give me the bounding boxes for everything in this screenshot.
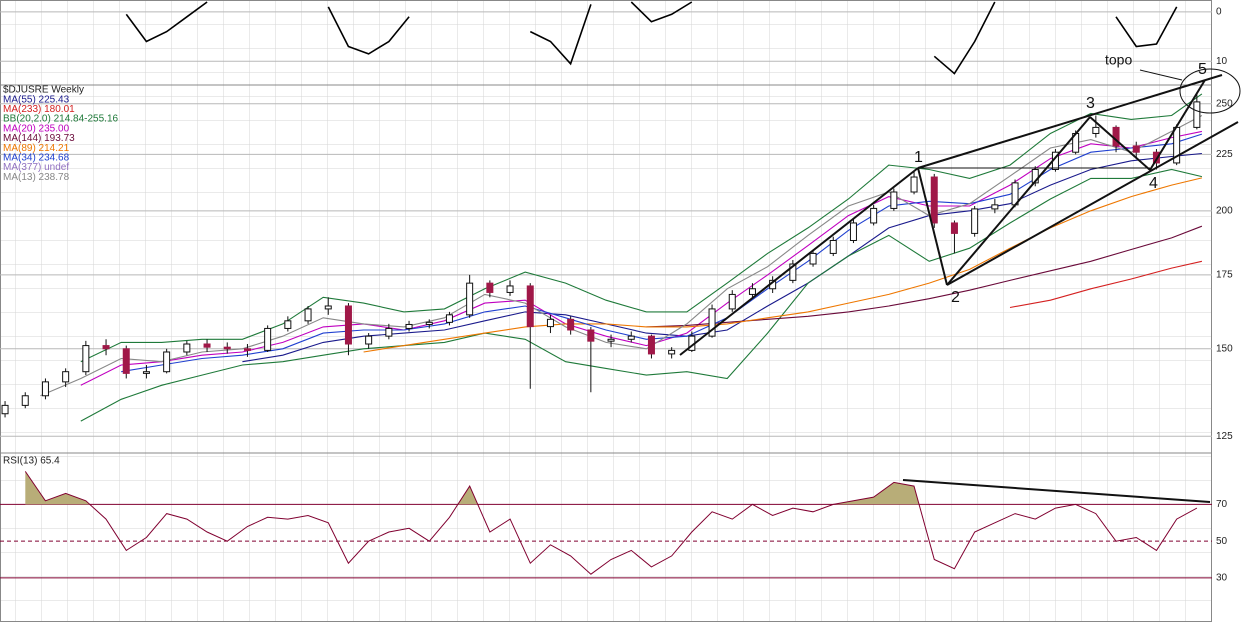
- candle-body: [466, 282, 474, 316]
- moving-average-line: [363, 177, 1203, 353]
- candle-body: [304, 308, 312, 322]
- candle-body: [607, 338, 615, 342]
- legend-entry: MA(144) 193.73: [3, 133, 75, 144]
- chart-title: $DJUSRE Weekly: [3, 85, 84, 96]
- candle-body: [930, 176, 938, 224]
- candle-body: [1092, 126, 1100, 134]
- y-tick-label: 225: [1216, 149, 1233, 160]
- candle-body: [546, 318, 554, 328]
- candle-body: [567, 318, 575, 331]
- candle-body: [971, 208, 979, 234]
- candle-body: [849, 222, 857, 241]
- candle-body: [627, 335, 635, 340]
- candle-body: [1, 404, 9, 415]
- y-tick-label: 30: [1216, 573, 1228, 584]
- candle-body: [284, 320, 292, 329]
- candle-body: [82, 345, 90, 373]
- candle-body: [405, 323, 413, 329]
- candle-body: [910, 176, 918, 193]
- wave-label: 4: [1149, 175, 1158, 192]
- candle-body: [809, 252, 817, 265]
- candle-body: [668, 349, 676, 355]
- legend-entry: MA(233) 180.01: [3, 104, 75, 115]
- candle-body: [890, 191, 898, 209]
- annotation-text: topo: [1105, 52, 1132, 68]
- wave-label: 2: [951, 289, 960, 306]
- candle-body: [425, 321, 433, 325]
- moving-average-line: [40, 115, 1203, 397]
- rsi-line: [24, 471, 1198, 575]
- moving-average-line: [121, 133, 1203, 373]
- moving-average-line: [242, 152, 1202, 363]
- wave-label: 5: [1198, 61, 1207, 78]
- candle-body: [163, 351, 171, 373]
- candle-body: [870, 207, 878, 224]
- candle-body: [748, 288, 756, 295]
- wave-label: 3: [1086, 95, 1095, 112]
- y-tick-label: 175: [1216, 269, 1233, 280]
- legend-entry: MA(89) 214.21: [3, 143, 70, 154]
- candle-body: [183, 343, 191, 353]
- legend-entry: MA(377) undef: [3, 162, 69, 173]
- candle-body: [587, 329, 595, 342]
- candle-body: [486, 282, 494, 293]
- candle-body: [344, 305, 352, 345]
- rsi-title: RSI(13) 65.4: [3, 456, 60, 467]
- candle-body: [526, 285, 534, 328]
- legend-entry: MA(13) 238.78: [3, 172, 70, 183]
- candle-body: [728, 293, 736, 310]
- y-tick-label: 150: [1216, 343, 1233, 354]
- annotations: 1 2 3 4 5 topo: [914, 52, 1207, 307]
- candle-body: [647, 335, 655, 355]
- legend-entry: MA(20) 235.00: [3, 123, 70, 134]
- y-tick-label: 10: [1216, 56, 1228, 67]
- candle-body: [829, 239, 837, 254]
- candle-body: [243, 348, 251, 351]
- oscillator-line: [125, 1, 1178, 75]
- background-grid: [0, 0, 1212, 622]
- candle-body: [21, 395, 29, 406]
- candle-body: [365, 335, 373, 345]
- candle-body: [1132, 145, 1140, 153]
- candle-body: [789, 263, 797, 281]
- legend-entry: BB(20,2.0) 214.84-255.16: [3, 114, 119, 125]
- candle-body: [223, 346, 231, 350]
- wave-label: 1: [914, 149, 923, 166]
- candle-body: [324, 305, 332, 310]
- candle-body: [950, 222, 958, 234]
- candle-body: [708, 308, 716, 337]
- y-tick-label: 50: [1216, 536, 1228, 547]
- candle-body: [991, 204, 999, 210]
- moving-average-line: [646, 225, 1203, 328]
- y-tick-label: 0: [1216, 7, 1222, 18]
- y-tick-label: 70: [1216, 499, 1228, 510]
- candle-body: [1193, 101, 1201, 128]
- y-tick-label: 250: [1216, 98, 1233, 109]
- candle-body: [62, 371, 70, 383]
- candle-body: [1031, 168, 1039, 184]
- y-tick-label: 125: [1216, 431, 1233, 442]
- candle-body: [122, 348, 130, 374]
- legend-entry: MA(34) 234.68: [3, 153, 70, 164]
- candle-body: [385, 327, 393, 337]
- candle-body: [264, 327, 272, 351]
- band-lower-line: [80, 168, 1203, 422]
- candle-body: [142, 371, 150, 374]
- candle-body: [41, 381, 49, 397]
- candle-body: [203, 343, 211, 348]
- candle-body: [506, 285, 514, 293]
- candle-body: [102, 345, 110, 350]
- y-tick-label: 200: [1216, 205, 1233, 216]
- trend-lines: [679, 68, 1241, 503]
- moving-average-line: [1009, 260, 1203, 309]
- legend-entry: MA(55) 225.43: [3, 94, 70, 105]
- candle-body: [445, 314, 453, 323]
